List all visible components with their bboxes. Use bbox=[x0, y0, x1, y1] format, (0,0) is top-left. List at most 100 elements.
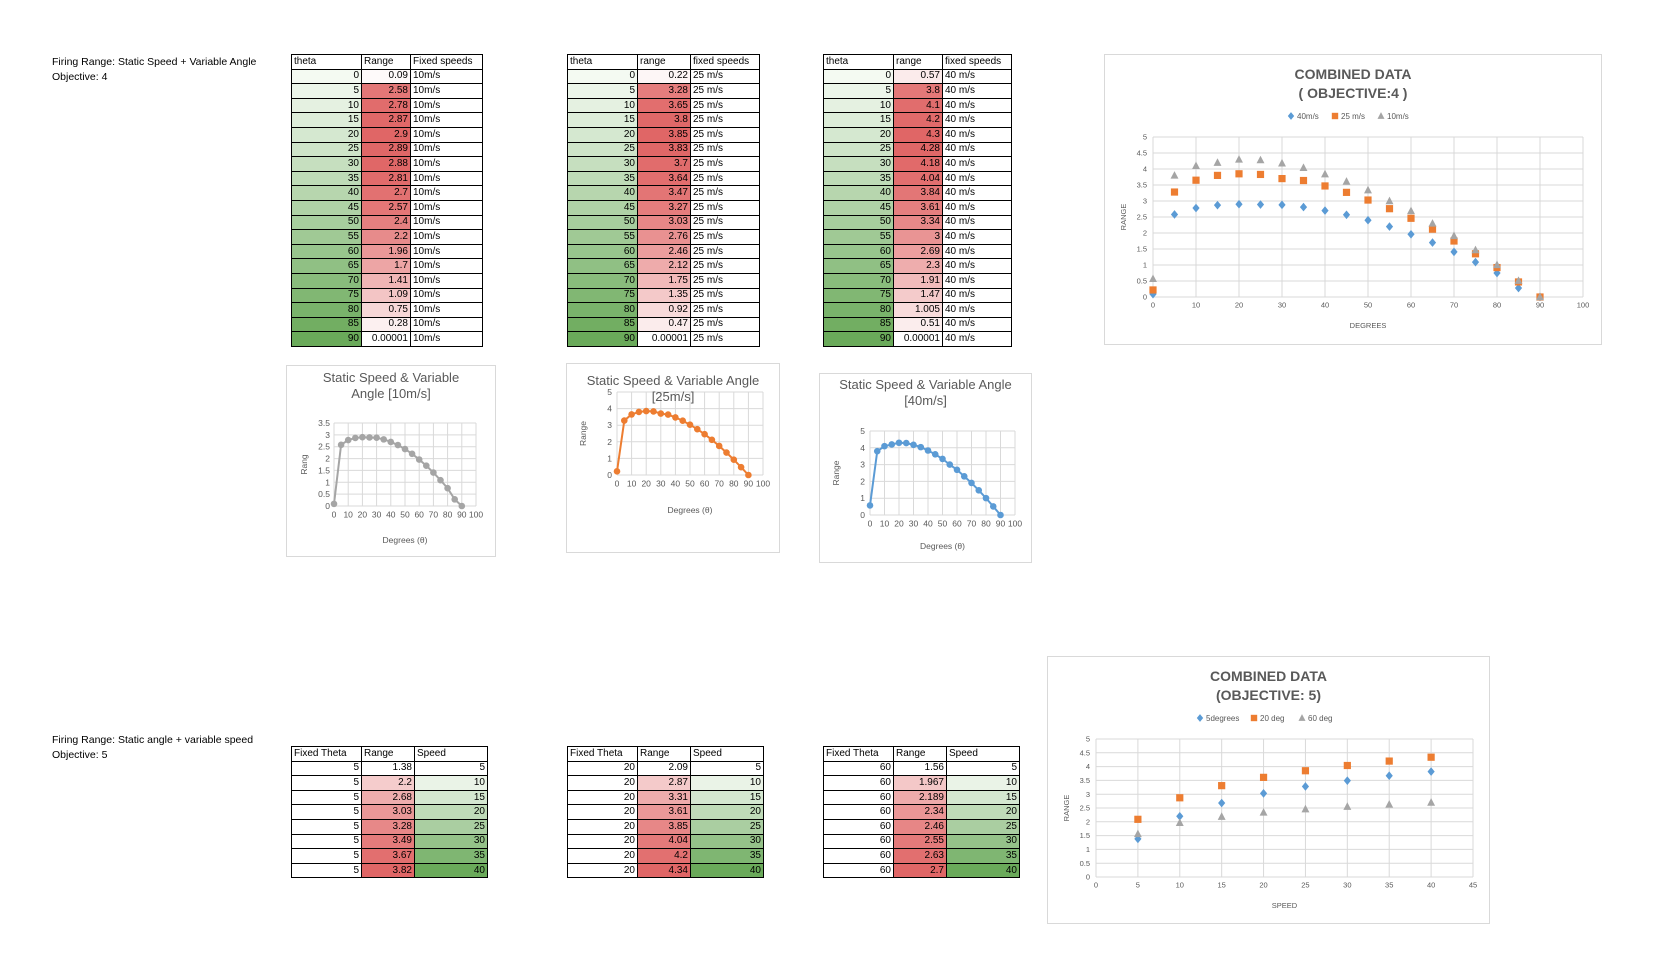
x-axis-label: DEGREES bbox=[1350, 321, 1387, 330]
chart-title-line1: Static Speed & Variable bbox=[322, 370, 460, 385]
theta-cell: 60 bbox=[823, 848, 894, 864]
range-cell: 2.68 bbox=[361, 789, 415, 806]
y-tick-label: 4 bbox=[1143, 165, 1147, 174]
angle-table-25ms: theta range fixed speeds 0 0.22 25 m/s 5 3.28 25… bbox=[567, 54, 760, 347]
speed-cell: 25 m/s bbox=[690, 229, 760, 245]
theta-cell: 55 bbox=[823, 229, 894, 245]
y-tick-label: 5 bbox=[607, 387, 612, 397]
y-tick-label: 3.5 bbox=[318, 418, 330, 428]
theta-cell: 20 bbox=[567, 848, 638, 864]
theta-cell: 5 bbox=[291, 848, 362, 864]
section2-title: Firing Range: Static angle + variable sp… bbox=[52, 734, 254, 746]
y-tick-label: 1 bbox=[325, 477, 330, 487]
theta-cell: 20 bbox=[567, 789, 638, 806]
y-tick-label: 0.5 bbox=[1080, 859, 1090, 868]
data-point bbox=[1278, 200, 1286, 210]
range-cell: 2.89 bbox=[361, 141, 411, 158]
data-point bbox=[458, 502, 466, 510]
data-point bbox=[344, 436, 352, 444]
speed-cell: 20 bbox=[690, 804, 764, 820]
speed-cell: 25 m/s bbox=[690, 126, 760, 143]
x-tick-label: 0 bbox=[868, 519, 873, 529]
data-point bbox=[960, 473, 968, 480]
data-point bbox=[366, 434, 373, 441]
range-cell: 2.58 bbox=[361, 83, 411, 99]
x-tick-label: 100 bbox=[1577, 301, 1590, 310]
y-tick-label: 1 bbox=[1086, 845, 1090, 854]
theta-cell: 5 bbox=[291, 83, 362, 99]
column-header: Speed bbox=[414, 746, 488, 762]
data-point bbox=[415, 456, 423, 463]
table-row: 60 1.96 10m/s bbox=[291, 243, 483, 260]
range-cell: 4.2 bbox=[637, 848, 691, 864]
speed-cell: 10m/s bbox=[410, 287, 483, 304]
data-point bbox=[430, 469, 437, 476]
range-cell: 2.09 bbox=[637, 760, 691, 777]
speed-cell: 40 m/s bbox=[942, 170, 1012, 187]
theta-cell: 50 bbox=[291, 214, 362, 231]
data-point bbox=[997, 511, 1004, 519]
x-axis-label: Degrees (θ) bbox=[920, 541, 965, 551]
y-tick-label: 2 bbox=[1143, 229, 1147, 238]
table-row: 80 1.005 40 m/s bbox=[823, 302, 1012, 318]
theta-cell: 90 bbox=[567, 331, 638, 347]
column-header: theta bbox=[567, 54, 638, 70]
theta-cell: 25 bbox=[291, 141, 362, 158]
speed-cell: 25 m/s bbox=[690, 68, 760, 85]
y-tick-label: 5 bbox=[860, 426, 865, 436]
y-tick-label: 0 bbox=[325, 501, 330, 511]
data-point bbox=[1427, 767, 1435, 776]
chart-title-line2: Angle [10m/s] bbox=[351, 386, 431, 401]
legend-marker bbox=[1250, 714, 1258, 722]
theta-cell: 45 bbox=[291, 199, 362, 216]
range-cell: 4.04 bbox=[637, 833, 691, 850]
y-tick-label: 1.5 bbox=[318, 465, 330, 475]
data-point bbox=[1342, 188, 1351, 196]
theta-cell: 75 bbox=[291, 287, 362, 304]
table-row: 30 4.18 40 m/s bbox=[823, 156, 1012, 172]
theta-cell: 25 bbox=[567, 141, 638, 158]
column-header: fixed speeds bbox=[942, 54, 1012, 70]
section1-objective: Objective: 4 bbox=[52, 71, 108, 83]
speed-cell: 30 bbox=[414, 833, 488, 850]
speed-cell: 40 m/s bbox=[942, 126, 1012, 143]
speed-table-20deg: Fixed Theta Range Speed 20 2.09 5 20 2.87 10 20 3.… bbox=[567, 746, 764, 879]
data-point bbox=[444, 484, 451, 492]
x-tick-label: 90 bbox=[1536, 301, 1544, 310]
theta-cell: 50 bbox=[567, 214, 638, 231]
data-point bbox=[873, 447, 881, 455]
x-tick-label: 80 bbox=[443, 510, 453, 520]
table-row: 20 2.09 5 bbox=[567, 760, 764, 777]
range-cell: 3.8 bbox=[893, 83, 943, 99]
data-point bbox=[1364, 185, 1372, 194]
data-point bbox=[613, 468, 621, 475]
speed-cell: 15 bbox=[690, 789, 764, 806]
data-point bbox=[628, 411, 635, 418]
range-cell: 4.04 bbox=[893, 170, 943, 187]
data-point bbox=[1256, 170, 1265, 179]
y-axis-label: Range bbox=[831, 460, 841, 485]
x-tick-label: 15 bbox=[1217, 881, 1225, 890]
theta-cell: 40 bbox=[567, 185, 638, 201]
range-cell: 1.005 bbox=[893, 302, 943, 318]
chart-40ms: 0 1 2 3 4 5 0 10 20 30 40 50 60 70 80 90 100 Degrees (θ) R… bbox=[819, 373, 1032, 563]
data-point bbox=[939, 455, 946, 463]
theta-cell: 5 bbox=[567, 83, 638, 99]
theta-cell: 30 bbox=[567, 156, 638, 172]
range-cell: 2.69 bbox=[893, 243, 943, 260]
chart-title-line1: Static Speed & Variable Angle bbox=[586, 373, 760, 388]
data-point bbox=[1301, 782, 1310, 791]
table-row: 45 2.57 10m/s bbox=[291, 199, 483, 216]
range-cell: 0.22 bbox=[637, 68, 691, 85]
theta-cell: 60 bbox=[823, 789, 894, 806]
range-cell: 3.49 bbox=[361, 833, 415, 850]
table-row: 20 4.04 30 bbox=[567, 833, 764, 850]
data-point bbox=[380, 436, 387, 443]
data-point bbox=[1218, 798, 1226, 808]
speed-cell: 25 m/s bbox=[690, 272, 760, 289]
data-point bbox=[1278, 175, 1286, 183]
speed-cell: 10m/s bbox=[410, 97, 483, 114]
range-cell: 1.56 bbox=[893, 760, 947, 777]
table-row: 65 2.12 25 m/s bbox=[567, 258, 760, 274]
section1-title: Firing Range: Static Speed + Variable An… bbox=[52, 56, 257, 68]
